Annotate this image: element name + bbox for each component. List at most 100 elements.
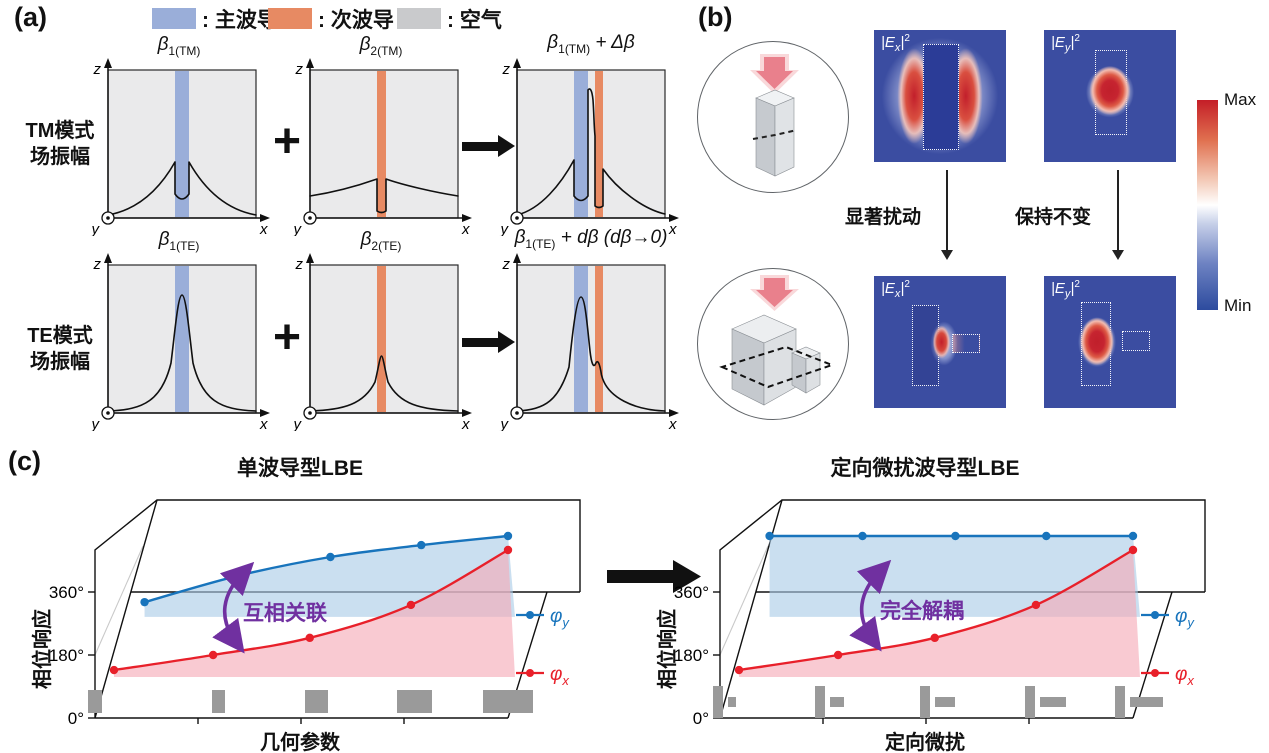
annotation-significant-perturbation: 显著扰动 [845, 207, 922, 228]
y-axis-title: 相位响应 [657, 609, 679, 689]
perturbation-outline [1121, 331, 1151, 351]
y-axis-label: y [500, 416, 510, 431]
z-axis-label: z [295, 256, 304, 273]
perturbation-icons [713, 686, 1163, 718]
field-blob [933, 323, 952, 361]
field-blob [1078, 315, 1115, 368]
axes: z x y [500, 58, 679, 238]
data-point [109, 665, 119, 675]
z-axis-label: z [93, 61, 102, 78]
perturbation-outline [951, 334, 981, 354]
data-point [734, 665, 744, 675]
waveguide-width-icons [88, 690, 533, 713]
waveguide-3d-inset-single [697, 41, 849, 193]
field-map-ex-perturbed: |Ex|2 [874, 276, 1006, 408]
plus-sign: + [272, 311, 302, 364]
x-axis-label: x [668, 416, 677, 431]
legend-label-air: : 空气 [447, 9, 502, 32]
data-point [1042, 531, 1051, 541]
row-label-te: TE模式 场振幅 [27, 325, 93, 373]
air-region [516, 264, 666, 414]
waveguide-3d-inset-perturbed [697, 268, 849, 420]
panel-c-label: (c) [8, 446, 41, 476]
legend-swatch-air [397, 8, 441, 29]
x-axis-label: x [259, 416, 268, 431]
plus-sign: + [272, 115, 302, 168]
main-waveguide-stripe [175, 266, 189, 412]
legend-phi-y: φy [1175, 606, 1195, 630]
cross-section-dashed-plane [719, 345, 835, 389]
down-arrow-icon [946, 170, 948, 252]
plot-title-beta1-tm-delta: β1(TM) + Δβ [547, 32, 635, 56]
plot-title-beta2-tm: β2(TM) [359, 34, 403, 58]
field-blob [1087, 64, 1133, 118]
plot-title-beta2-te: β2(TE) [360, 229, 402, 253]
chart-title: 单波导型LBE [237, 457, 363, 480]
row-label-tm: TM模式 场振幅 [25, 120, 95, 168]
y-axis-label: y [293, 221, 303, 236]
data-point [503, 531, 513, 541]
field-map-ey-perturbed: |Ey|2 [1044, 276, 1176, 408]
z-axis-label: z [502, 61, 511, 78]
data-point [1128, 545, 1138, 555]
legend-swatch-main-waveguide [152, 8, 196, 29]
x-axis-label: x [259, 221, 268, 236]
field-amplitude-curve [516, 296, 666, 412]
y-axis-label: y [91, 416, 101, 431]
y-axis-label: y [500, 221, 510, 236]
chart-perturbed-waveguide-lbe: 定向微扰波导型LBE 相位响应 0° 180° 360° [645, 450, 1265, 753]
legend-swatch-secondary-waveguide [268, 8, 312, 29]
axes: z x y [91, 253, 270, 433]
ytick-180: 180° [49, 646, 84, 665]
data-point [503, 545, 513, 555]
data-point [858, 531, 867, 541]
axes: z x y [91, 58, 270, 238]
field-label-ex: |Ex|2 [881, 33, 910, 54]
right-arrow-icon [462, 331, 516, 353]
x-axis-title: 定向微扰 [885, 732, 965, 753]
waveguide-outline [922, 43, 960, 151]
ytick-0: 0° [68, 709, 84, 728]
x-axis-label: x [668, 221, 677, 236]
series-fill [738, 550, 1140, 678]
air-region [516, 69, 666, 219]
colorbar [1197, 100, 1218, 310]
field-amplitude-curve [516, 88, 666, 216]
chart-single-waveguide-lbe: 单波导型LBE 相位响应 0° 180° 360° φy [20, 450, 640, 753]
mode-plot-te-main: z x y [86, 251, 272, 433]
ytick-360: 360° [674, 583, 709, 602]
main-waveguide-stripe [574, 266, 588, 412]
ytick-360: 360° [49, 583, 84, 602]
field-amplitude-curve [107, 294, 257, 412]
legend-label-main-waveguide: : 主波导 [202, 9, 278, 32]
annotation-mutually-correlated: 互相关联 [243, 602, 327, 625]
x-axis-label: x [461, 416, 470, 431]
right-arrow-icon [462, 135, 516, 157]
annotation-fully-decoupled: 完全解耦 [880, 600, 964, 623]
mode-plot-tm-combined: z x y [495, 56, 681, 238]
cross-section-dashed-line [752, 129, 798, 140]
data-point [765, 531, 774, 541]
series-legend: φy φx [516, 606, 570, 688]
field-amplitude-curve [309, 355, 459, 412]
plot-title-beta1-te: β1(TE) [158, 229, 200, 253]
annotation-remains-unchanged: 保持不变 [1015, 207, 1092, 228]
mode-plot-tm-main: z x y [86, 56, 272, 238]
field-label-ex: |Ex|2 [881, 279, 910, 300]
series-legend: φy φx [1141, 606, 1195, 688]
press-arrow-icon [750, 275, 799, 311]
secondary-waveguide-stripe [595, 266, 603, 412]
press-arrow-icon [750, 54, 799, 94]
data-point [305, 633, 314, 643]
main-waveguide-stripe [574, 71, 588, 217]
field-map-ey-single: |Ey|2 [1044, 30, 1176, 162]
field-amplitude-curve [309, 178, 459, 214]
data-point [208, 650, 218, 660]
axes: z x y [500, 253, 679, 433]
mode-plot-te-secondary: z x y [288, 251, 474, 433]
main-waveguide-stripe [175, 71, 189, 217]
secondary-waveguide-stripe [595, 71, 603, 217]
field-label-ey: |Ey|2 [1051, 279, 1080, 300]
z-axis-label: z [93, 256, 102, 273]
